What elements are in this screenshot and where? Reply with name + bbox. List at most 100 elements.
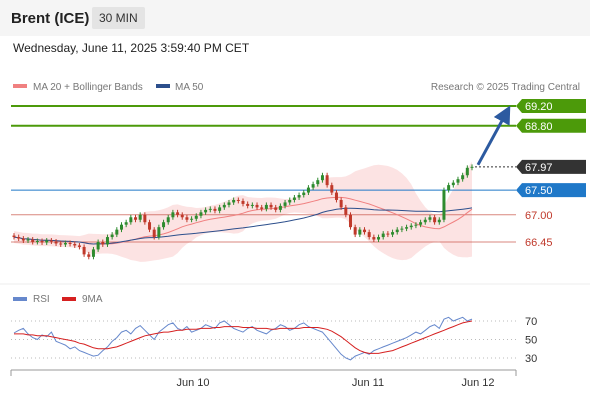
candle-body [325, 175, 329, 186]
candle-body [105, 237, 109, 245]
candle-body [82, 246, 86, 255]
candle-body [171, 212, 175, 218]
candle-body [395, 229, 399, 233]
candle-body [367, 232, 371, 238]
candle-body [447, 185, 451, 191]
candle-body [129, 217, 133, 223]
candle-body [456, 179, 460, 183]
candle-body [232, 199, 236, 203]
candle-body [96, 242, 100, 250]
candle-body [87, 254, 91, 257]
candle-body [49, 240, 53, 242]
rsi-panel: 70 50 30 [11, 316, 537, 365]
legend-rsi-swatch [13, 297, 27, 301]
candle-body [21, 238, 25, 241]
target-tag-0-text: 69.20 [525, 101, 553, 113]
candle-body [386, 233, 390, 235]
candle-body [208, 208, 212, 210]
candle-body [377, 237, 381, 240]
candle-body [222, 204, 226, 208]
candle-body [63, 242, 67, 245]
legend-9ma-label: 9MA [82, 294, 103, 305]
ma50-line [13, 207, 473, 245]
candle-body [185, 217, 189, 220]
candle-body [297, 195, 301, 198]
research-credit: Research © 2025 Trading Central [431, 82, 580, 93]
rsi-line [13, 316, 473, 361]
candle-body [115, 229, 119, 235]
candle-body [110, 234, 114, 238]
candle-body [437, 219, 441, 223]
candle-body [414, 224, 418, 226]
candle-body [162, 222, 166, 228]
rsi-tick-label-1: 50 [525, 335, 537, 347]
candle-body [190, 218, 194, 220]
candle-body [316, 180, 320, 185]
candle-body [246, 203, 250, 206]
datetime-label: Wednesday, June 11, 2025 3:59:40 PM CET [13, 41, 250, 55]
candle-body [73, 243, 77, 246]
candle-body [166, 217, 170, 223]
candle-body [451, 182, 455, 186]
candle-body [54, 241, 58, 244]
candle-body [31, 239, 35, 242]
candle-body [311, 184, 315, 188]
candle-body [194, 215, 198, 219]
candle-body [227, 202, 231, 205]
candle-body [143, 214, 147, 223]
candle-body [465, 167, 469, 176]
candle-body [119, 224, 123, 230]
legend-ma50-swatch [156, 84, 170, 88]
candle-body [320, 175, 324, 181]
candles [12, 164, 474, 260]
candle-body [339, 199, 343, 208]
candle-body [461, 175, 465, 180]
candle-body [428, 217, 432, 220]
candle-body [288, 199, 292, 203]
candle-body [236, 199, 240, 201]
candle-body [250, 204, 254, 206]
x-tick-label-2: Jun 12 [461, 377, 494, 389]
candle-body [302, 192, 306, 196]
candle-body [213, 208, 217, 211]
candle-body [138, 214, 142, 220]
legend-ma20-label: MA 20 + Bollinger Bands [33, 82, 143, 93]
support-label-3: 67.00 [525, 210, 553, 222]
legend-rsi-label: RSI [33, 294, 50, 305]
candle-body [204, 209, 208, 213]
pivot-tag-2-text: 67.50 [525, 185, 553, 197]
target-tag-1: 68.80 [516, 118, 586, 133]
candle-body [68, 242, 72, 244]
timeframe-badge[interactable]: 30 MIN [92, 7, 145, 29]
candle-body [152, 229, 156, 238]
candle-body [91, 249, 95, 257]
bollinger-band [14, 161, 472, 262]
candle-body [134, 217, 138, 220]
support-label-4: 66.45 [525, 237, 553, 249]
candle-body [423, 219, 427, 223]
candle-body [101, 242, 105, 245]
candle-body [12, 235, 16, 238]
pivot-tag-2: 67.50 [516, 183, 586, 198]
candle-body [470, 166, 474, 168]
rsi-tick-label-2: 30 [525, 353, 537, 365]
x-tick-label-0: Jun 10 [176, 377, 209, 389]
candle-body [433, 217, 437, 223]
candle-body [241, 200, 245, 204]
candle-body [306, 187, 310, 193]
legend-9ma-swatch [62, 297, 76, 301]
candle-body [274, 207, 278, 210]
rsi-ma9-line [14, 320, 473, 354]
candle-body [148, 222, 152, 230]
candle-body [77, 245, 81, 247]
candle-body [35, 241, 39, 243]
candle-body [330, 185, 334, 193]
candle-body [199, 212, 203, 216]
candle-body [363, 229, 367, 233]
current-price-tag-text: 67.97 [525, 162, 553, 174]
candle-body [400, 228, 404, 230]
instrument-title: Brent (ICE) [11, 10, 90, 27]
candle-body [260, 207, 264, 209]
candle-body [344, 207, 348, 215]
